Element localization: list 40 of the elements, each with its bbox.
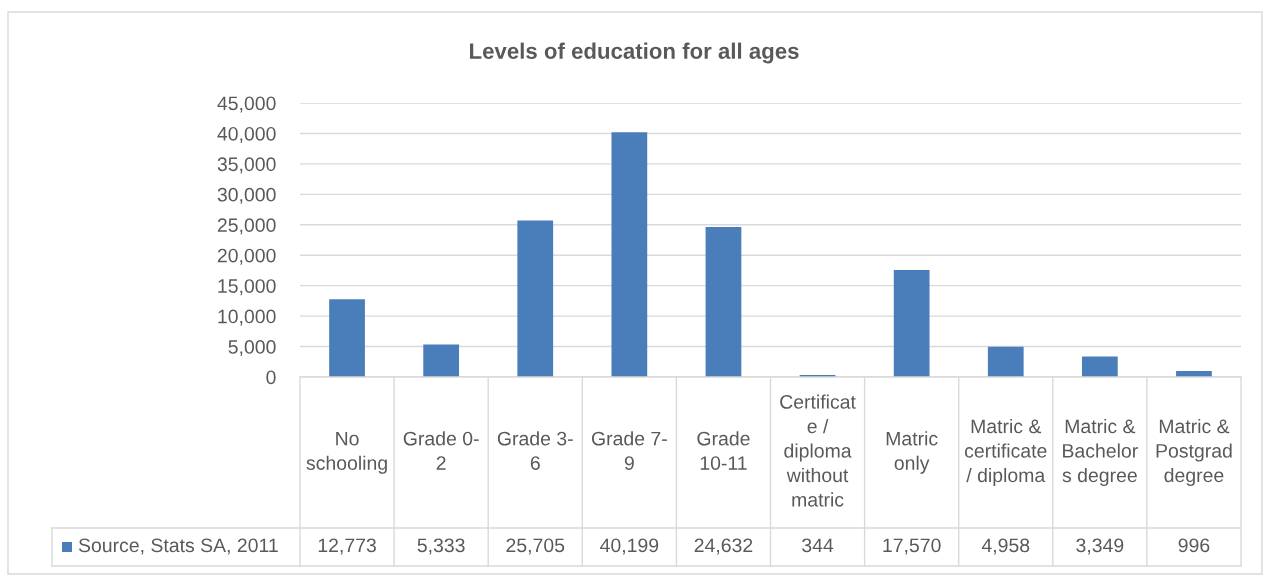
data-label: 12,773: [318, 538, 376, 555]
y-tick-label: 45,000: [217, 96, 276, 113]
bar: [423, 344, 460, 377]
data-label: 3,349: [1076, 538, 1124, 555]
x-tick-label: Matric & Bachelors degree: [1062, 418, 1138, 487]
x-tick-label: Grade 7-9: [591, 431, 667, 470]
x-tick-label: Grade 10-11: [697, 431, 750, 470]
data-label: 344: [802, 538, 834, 553]
y-tick-label: 15,000: [218, 279, 276, 296]
x-tick-label: Grade 3-6: [497, 431, 573, 470]
data-label: 996: [1178, 538, 1210, 553]
x-tick-label: Matric & Postgrad degree: [1156, 418, 1232, 487]
x-tick-label: Grade 0-2: [403, 431, 479, 470]
bar: [329, 299, 365, 377]
y-tick-label: 0: [266, 370, 276, 385]
y-tick-label: 30,000: [217, 187, 276, 204]
data-label: 4,958: [981, 538, 1030, 555]
legend-label: Source, Stats SA, 2011: [78, 538, 278, 555]
bar: [1081, 356, 1118, 377]
y-tick-label: 5,000: [228, 340, 276, 357]
y-tick-label: 35,000: [217, 157, 276, 174]
chart-title: Levels of education for all ages: [470, 42, 799, 64]
x-tick-label: Certificate / diploma without matric: [780, 394, 856, 507]
data-label: 25,705: [506, 538, 565, 555]
bar: [987, 346, 1024, 377]
x-tick-label: Matric only: [886, 431, 938, 474]
bar: [611, 132, 648, 377]
x-tick-label: No schooling: [306, 431, 387, 474]
data-label: 24,632: [694, 538, 753, 555]
data-label: 5,333: [417, 538, 465, 555]
y-tick-label: 10,000: [218, 309, 276, 326]
y-tick-label: 25,000: [217, 218, 276, 235]
y-tick-label: 20,000: [217, 248, 276, 265]
bar: [705, 227, 742, 377]
y-tick-label: 40,000: [217, 126, 276, 143]
bar: [893, 270, 930, 377]
x-tick-label: Matric & certificate / diploma: [964, 418, 1047, 487]
bar: [517, 220, 554, 377]
data-label: 40,199: [600, 538, 659, 555]
data-label: 17,570: [883, 538, 941, 555]
